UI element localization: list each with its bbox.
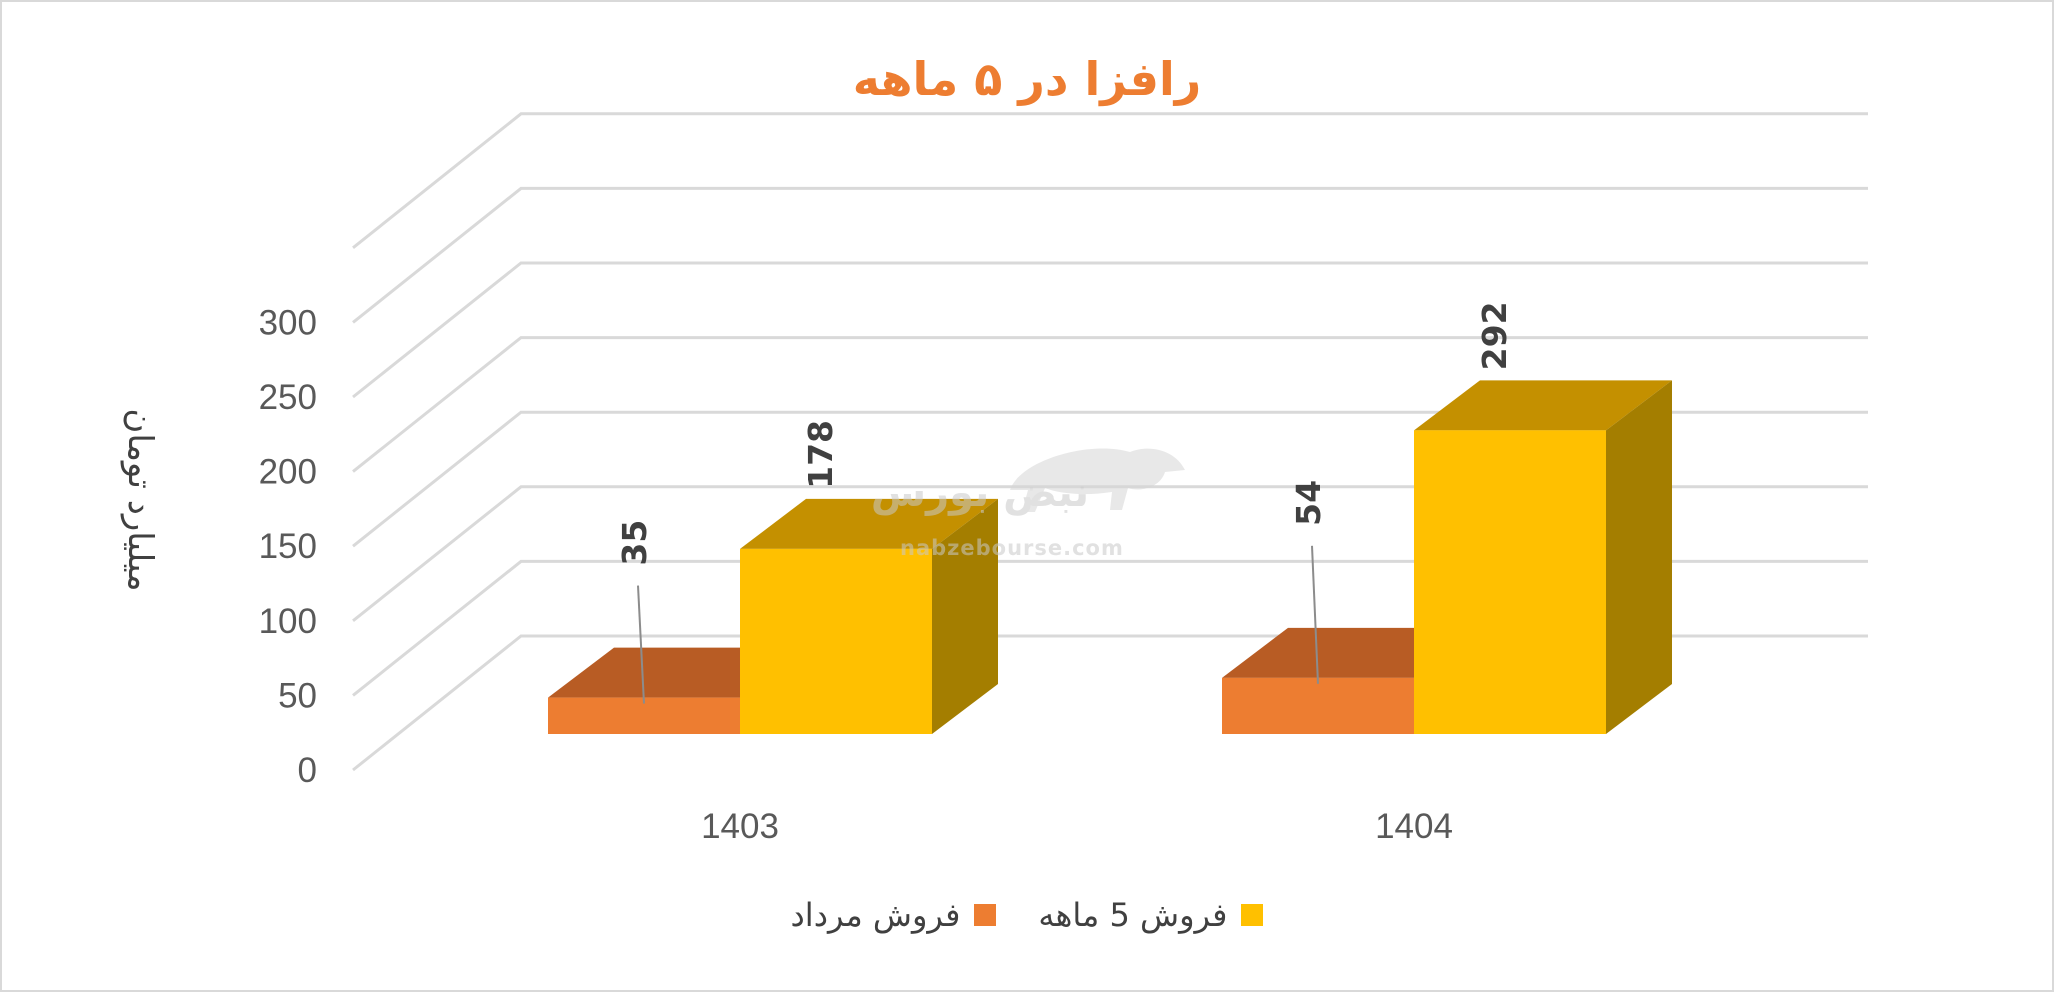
legend-label-mordad: فروش مرداد	[790, 896, 961, 934]
data-label: 178	[801, 420, 840, 489]
data-label: 292	[1475, 301, 1514, 370]
legend-swatch-mordad	[974, 904, 997, 926]
y-tick-label: 0	[298, 751, 317, 790]
bar	[548, 697, 740, 734]
y-tick-label: 100	[259, 602, 317, 641]
bars	[548, 380, 1672, 734]
y-tick-label: 250	[259, 378, 317, 417]
gridline	[352, 410, 1868, 548]
category-labels: 1403 1404	[701, 807, 1453, 846]
chart-title: رافزا در ۵ ماهه	[852, 52, 1202, 106]
gridline	[352, 336, 1868, 473]
gridline	[352, 186, 1868, 324]
y-tick-label: 150	[259, 527, 317, 566]
data-labels: 35 178 54 292	[615, 301, 1514, 704]
category-label: 1403	[701, 807, 779, 846]
y-tick-label: 200	[259, 453, 317, 492]
y-tick-label: 50	[278, 676, 317, 715]
leader-line	[637, 585, 645, 704]
bar	[1222, 677, 1414, 734]
bar-top	[1414, 380, 1672, 431]
bar-top	[740, 498, 998, 549]
bar-side	[932, 498, 998, 734]
legend-label-five-month: فروش 5 ماهه	[1038, 896, 1228, 934]
y-tick-labels: 0 50 100 150 200 250 300	[259, 303, 317, 790]
legend-item-mordad: فروش مرداد	[791, 896, 997, 934]
bar	[740, 548, 932, 734]
bar	[1414, 430, 1606, 734]
data-label: 35	[615, 520, 654, 566]
data-label: 54	[1289, 480, 1328, 526]
gridline	[352, 261, 1868, 399]
gridline	[352, 112, 1868, 249]
y-tick-label: 300	[259, 303, 317, 342]
leader-line	[1311, 545, 1319, 684]
category-label: 1404	[1375, 807, 1453, 846]
bar-side	[1606, 380, 1672, 734]
legend: فروش 5 ماهه فروش مرداد	[0, 896, 2054, 934]
legend-item-five-month: فروش 5 ماهه	[1038, 896, 1264, 934]
legend-swatch-five-month	[1241, 904, 1264, 926]
